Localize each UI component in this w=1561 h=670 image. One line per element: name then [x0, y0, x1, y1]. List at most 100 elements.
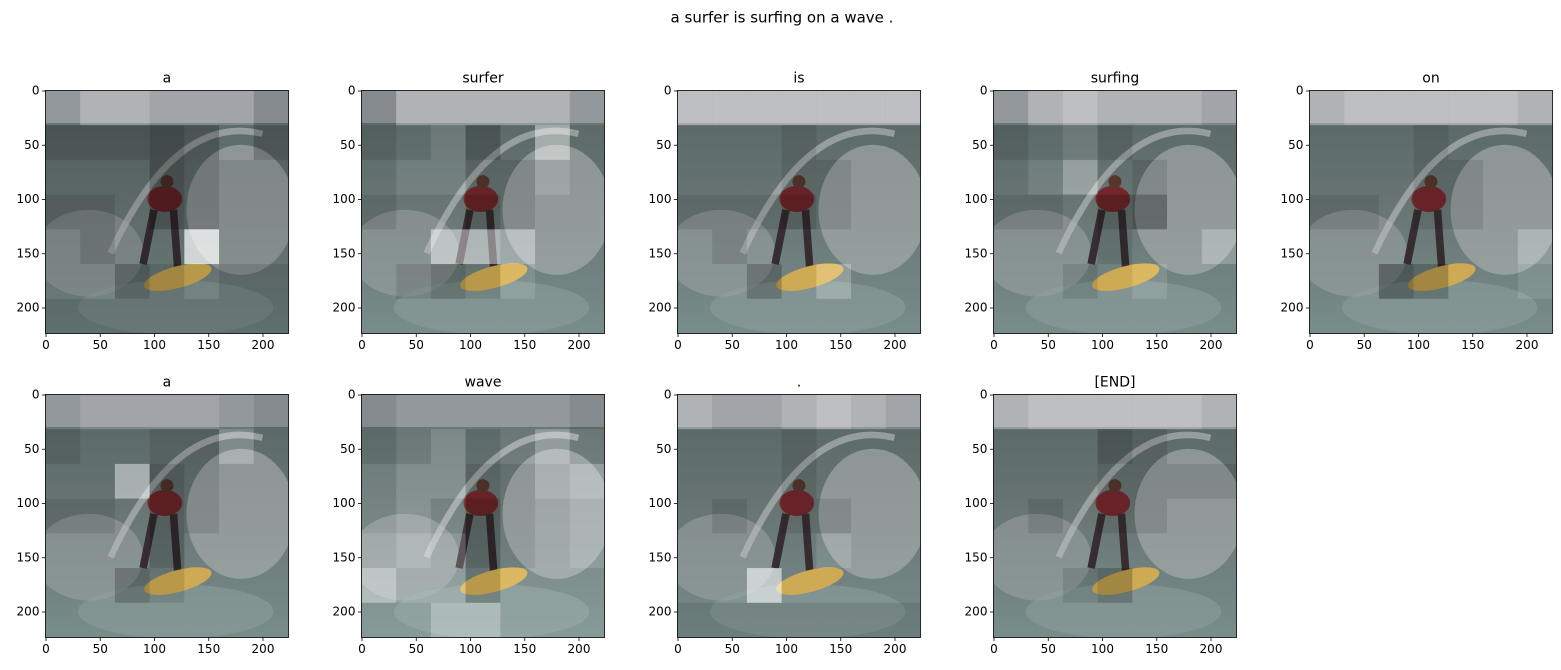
- attention-cell: [430, 568, 466, 603]
- attention-cell: [253, 159, 289, 195]
- attention-cell: [816, 394, 852, 430]
- attention-cell: [396, 159, 431, 195]
- attention-cell: [781, 159, 817, 195]
- attention-cell: [1132, 463, 1168, 499]
- x-tick-label: 100: [1407, 338, 1430, 352]
- y-tick-label: 200: [333, 301, 356, 315]
- attention-cell: [219, 264, 254, 299]
- x-tick-label: 200: [568, 338, 591, 352]
- attention-cell: [885, 194, 921, 230]
- attention-cell: [1132, 229, 1168, 265]
- attention-cell: [993, 394, 1029, 430]
- x-tick-label: 200: [1516, 338, 1539, 352]
- attention-cell: [219, 568, 254, 603]
- attention-cell: [712, 159, 747, 195]
- attention-cell: [1483, 229, 1518, 265]
- attention-cell: [114, 194, 150, 230]
- attention-cell: [396, 463, 431, 499]
- attention-cell: [1167, 264, 1202, 299]
- attention-cell: [465, 264, 501, 299]
- attention-cell: [149, 264, 185, 299]
- attention-cell: [114, 498, 150, 534]
- attention-cell: [851, 429, 886, 464]
- attention-cell: [45, 194, 81, 230]
- attention-cell: [114, 429, 150, 464]
- attention-cell: [1448, 229, 1484, 265]
- attention-cell: [80, 159, 115, 195]
- attention-cell: [1062, 533, 1098, 569]
- attention-cell: [1517, 229, 1553, 265]
- attention-cell: [253, 394, 289, 430]
- attention-cell: [361, 498, 397, 534]
- attention-cell: [253, 602, 289, 638]
- attention-cell: [149, 229, 185, 265]
- attention-cell: [1028, 602, 1063, 638]
- attention-cell: [712, 568, 747, 603]
- attention-cell: [1413, 125, 1449, 160]
- attention-cell: [1344, 229, 1379, 265]
- attention-cell: [1378, 125, 1414, 160]
- attention-cell: [1062, 498, 1098, 534]
- attention-cell: [1309, 194, 1345, 230]
- attention-cell: [816, 568, 852, 603]
- attention-cell: [1097, 298, 1133, 334]
- attention-cell: [746, 90, 782, 126]
- x-tick-label: 150: [829, 338, 852, 352]
- attention-cell: [80, 194, 115, 230]
- attention-cell: [1201, 229, 1237, 265]
- attention-cell: [1201, 125, 1237, 160]
- attention-cell: [80, 602, 115, 638]
- y-tick-label: 100: [333, 496, 356, 510]
- attention-cell: [1201, 90, 1237, 126]
- attention-cell: [885, 264, 921, 299]
- attention-cell: [993, 429, 1029, 464]
- attention-cell: [184, 229, 220, 265]
- attention-cell: [500, 498, 536, 534]
- attention-cell: [361, 194, 397, 230]
- attention-cell: [219, 90, 254, 126]
- y-tick-label: 100: [333, 192, 356, 206]
- attention-cell: [1167, 298, 1202, 334]
- attention-cell: [1028, 194, 1063, 230]
- attention-cell: [569, 429, 605, 464]
- axes-title: surfer: [462, 70, 503, 86]
- y-tick-label: 100: [649, 192, 672, 206]
- attention-cell: [114, 125, 150, 160]
- attention-cell: [1201, 429, 1237, 464]
- attention-cell: [993, 159, 1029, 195]
- attention-cell: [1167, 229, 1202, 265]
- axes-frame: [993, 90, 1237, 334]
- attention-cell: [114, 568, 150, 603]
- x-tick-label: 150: [513, 642, 536, 656]
- attention-cell: [1483, 264, 1518, 299]
- axes-title: a: [163, 374, 172, 390]
- attention-cell: [993, 264, 1029, 299]
- attention-cell: [149, 533, 185, 569]
- attention-cell: [885, 463, 921, 499]
- y-tick-label: 50: [1288, 138, 1303, 152]
- y-tick-label: 100: [17, 192, 40, 206]
- attention-cell: [569, 602, 605, 638]
- axes-frame: [677, 394, 921, 638]
- attention-cell: [746, 602, 782, 638]
- attention-cell: [430, 602, 466, 638]
- attention-cell: [219, 429, 254, 464]
- attention-cell: [1378, 90, 1414, 126]
- attention-cell: [361, 264, 397, 299]
- attention-cell: [851, 125, 886, 160]
- attention-cell: [746, 533, 782, 569]
- attention-cell: [816, 298, 852, 334]
- attention-cell: [1413, 90, 1449, 126]
- attention-cell: [1309, 159, 1345, 195]
- attention-cell: [746, 498, 782, 534]
- attention-cell: [80, 568, 115, 603]
- attention-cell: [851, 463, 886, 499]
- x-tick-label: 150: [197, 338, 220, 352]
- y-tick-label: 50: [340, 442, 355, 456]
- attention-cell: [1132, 429, 1168, 464]
- attention-cell: [1062, 194, 1098, 230]
- attention-cell: [465, 463, 501, 499]
- attention-cell: [465, 498, 501, 534]
- y-tick-label: 150: [965, 550, 988, 564]
